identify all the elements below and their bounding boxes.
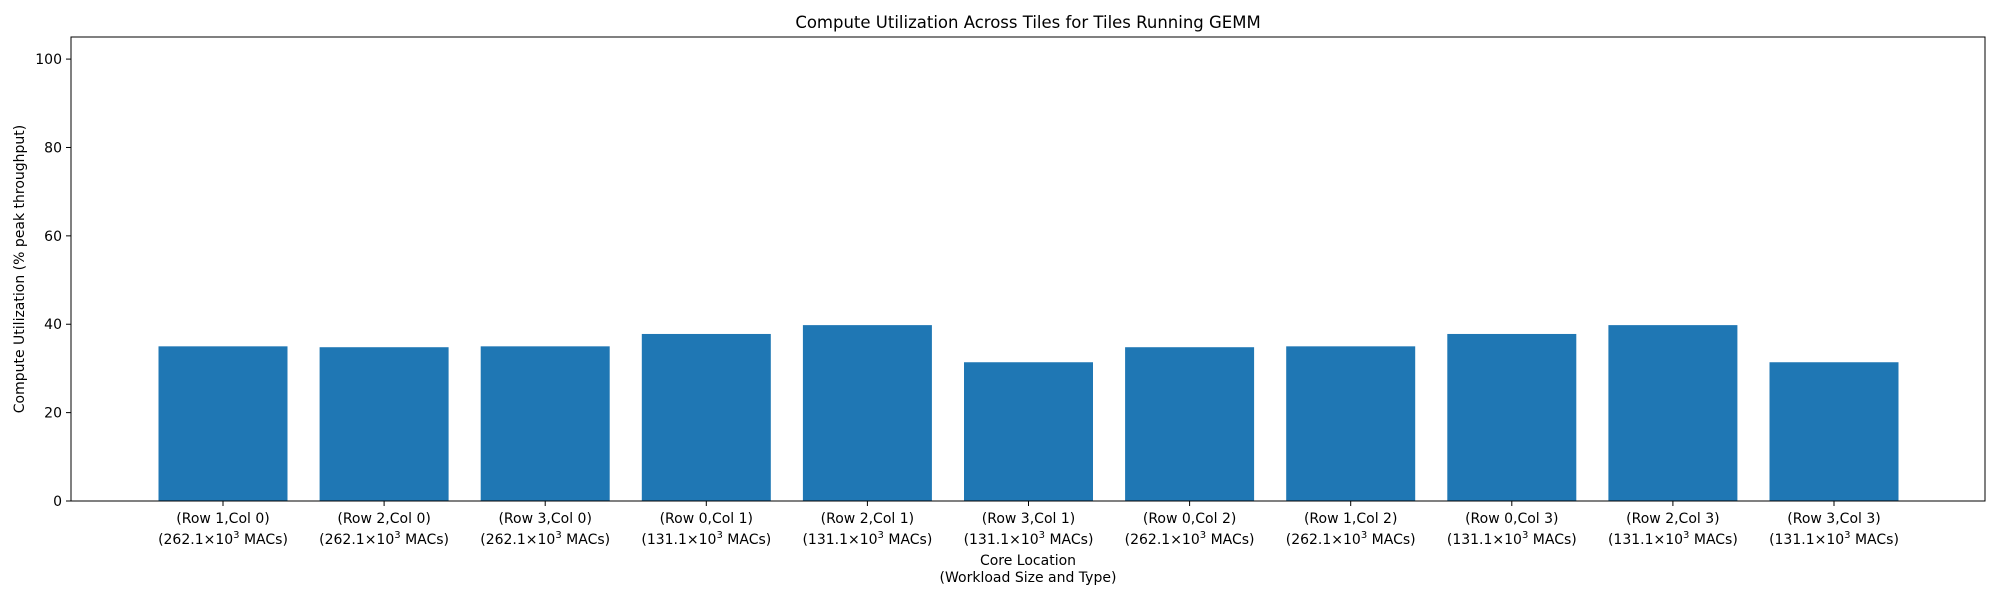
x-tick-label-location: (Row 2,Col 1) xyxy=(821,511,914,527)
workload-base: (262.1×10 xyxy=(158,532,233,548)
x-tick-label-location: (Row 0,Col 3) xyxy=(1465,511,1558,527)
workload-base: (131.1×10 xyxy=(641,532,716,548)
y-tick-label: 40 xyxy=(44,317,62,333)
workload-exponent: 3 xyxy=(233,530,239,541)
x-tick-label-location: (Row 1,Col 0) xyxy=(176,511,269,527)
x-tick-label-workload: (262.1×103 MACs) xyxy=(158,530,288,548)
bar xyxy=(1447,333,1577,501)
workload-base: (131.1×10 xyxy=(1447,532,1522,548)
workload-suffix: MACs) xyxy=(1206,532,1254,548)
bar xyxy=(1125,347,1255,501)
workload-exponent: 3 xyxy=(1522,530,1528,541)
x-axis-title-line2: (Workload Size and Type) xyxy=(940,570,1117,586)
workload-base: (131.1×10 xyxy=(964,532,1039,548)
bar xyxy=(158,346,288,501)
workload-suffix: MACs) xyxy=(1689,532,1737,548)
x-tick-label-workload: (131.1×103 MACs) xyxy=(1769,530,1899,548)
workload-exponent: 3 xyxy=(394,530,400,541)
workload-base: (131.1×10 xyxy=(802,532,877,548)
bar xyxy=(802,325,932,501)
workload-suffix: MACs) xyxy=(723,532,771,548)
workload-suffix: MACs) xyxy=(884,532,932,548)
bars-group xyxy=(158,325,1899,501)
bar xyxy=(1286,346,1416,501)
y-tick-label: 80 xyxy=(44,140,62,156)
bar xyxy=(480,346,610,501)
x-tick-label-location: (Row 0,Col 2) xyxy=(1143,511,1236,527)
workload-exponent: 3 xyxy=(1361,530,1367,541)
x-tick-label-location: (Row 2,Col 3) xyxy=(1626,511,1719,527)
workload-base: (262.1×10 xyxy=(319,532,394,548)
workload-exponent: 3 xyxy=(716,530,722,541)
x-tick-label-workload: (262.1×103 MACs) xyxy=(480,530,610,548)
x-tick-label-workload: (131.1×103 MACs) xyxy=(964,530,1094,548)
workload-exponent: 3 xyxy=(1683,530,1689,541)
x-tick-label-location: (Row 1,Col 2) xyxy=(1304,511,1397,527)
workload-base: (262.1×10 xyxy=(1286,532,1361,548)
bar xyxy=(1608,325,1738,501)
workload-suffix: MACs) xyxy=(1045,532,1093,548)
bar xyxy=(319,347,449,501)
workload-exponent: 3 xyxy=(878,530,884,541)
bar xyxy=(964,362,1093,501)
workload-suffix: MACs) xyxy=(1851,532,1899,548)
y-tick-label: 100 xyxy=(35,52,62,68)
x-tick-label-location: (Row 2,Col 0) xyxy=(337,511,430,527)
workload-base: (262.1×10 xyxy=(480,532,555,548)
bar xyxy=(1769,362,1899,501)
x-tick-label-workload: (262.1×103 MACs) xyxy=(319,530,449,548)
x-tick-label-workload: (131.1×103 MACs) xyxy=(1608,530,1738,548)
workload-exponent: 3 xyxy=(1039,530,1045,541)
x-tick-label-workload: (131.1×103 MACs) xyxy=(641,530,771,548)
y-tick-label: 20 xyxy=(44,406,62,422)
y-tick-label: 60 xyxy=(44,229,62,245)
workload-base: (131.1×10 xyxy=(1608,532,1683,548)
workload-exponent: 3 xyxy=(1844,530,1850,541)
x-tick-label-location: (Row 0,Col 1) xyxy=(660,511,753,527)
x-tick-label-workload: (131.1×103 MACs) xyxy=(802,530,932,548)
y-tick-label: 0 xyxy=(53,494,62,510)
workload-suffix: MACs) xyxy=(240,532,288,548)
workload-exponent: 3 xyxy=(555,530,561,541)
workload-suffix: MACs) xyxy=(401,532,449,548)
workload-suffix: MACs) xyxy=(562,532,610,548)
x-axis: (Row 1,Col 0)(262.1×103 MACs)(Row 2,Col … xyxy=(158,501,1899,548)
workload-base: (131.1×10 xyxy=(1769,532,1844,548)
workload-suffix: MACs) xyxy=(1367,532,1415,548)
x-axis-title-line1: Core Location xyxy=(980,553,1076,569)
x-tick-label-location: (Row 3,Col 3) xyxy=(1787,511,1880,527)
x-tick-label-workload: (262.1×103 MACs) xyxy=(1286,530,1416,548)
x-tick-label-location: (Row 3,Col 1) xyxy=(982,511,1075,527)
bar xyxy=(641,333,771,501)
x-tick-label-workload: (131.1×103 MACs) xyxy=(1447,530,1577,548)
workload-exponent: 3 xyxy=(1200,530,1206,541)
workload-base: (262.1×10 xyxy=(1125,532,1200,548)
x-tick-label-workload: (262.1×103 MACs) xyxy=(1125,530,1255,548)
x-tick-label-location: (Row 3,Col 0) xyxy=(498,511,591,527)
y-axis-title: Compute Utilization (% peak throughput) xyxy=(12,125,28,413)
y-axis: 0 20 40 60 80 100 xyxy=(35,52,71,510)
chart-title: Compute Utilization Across Tiles for Til… xyxy=(795,13,1260,32)
workload-suffix: MACs) xyxy=(1528,532,1576,548)
